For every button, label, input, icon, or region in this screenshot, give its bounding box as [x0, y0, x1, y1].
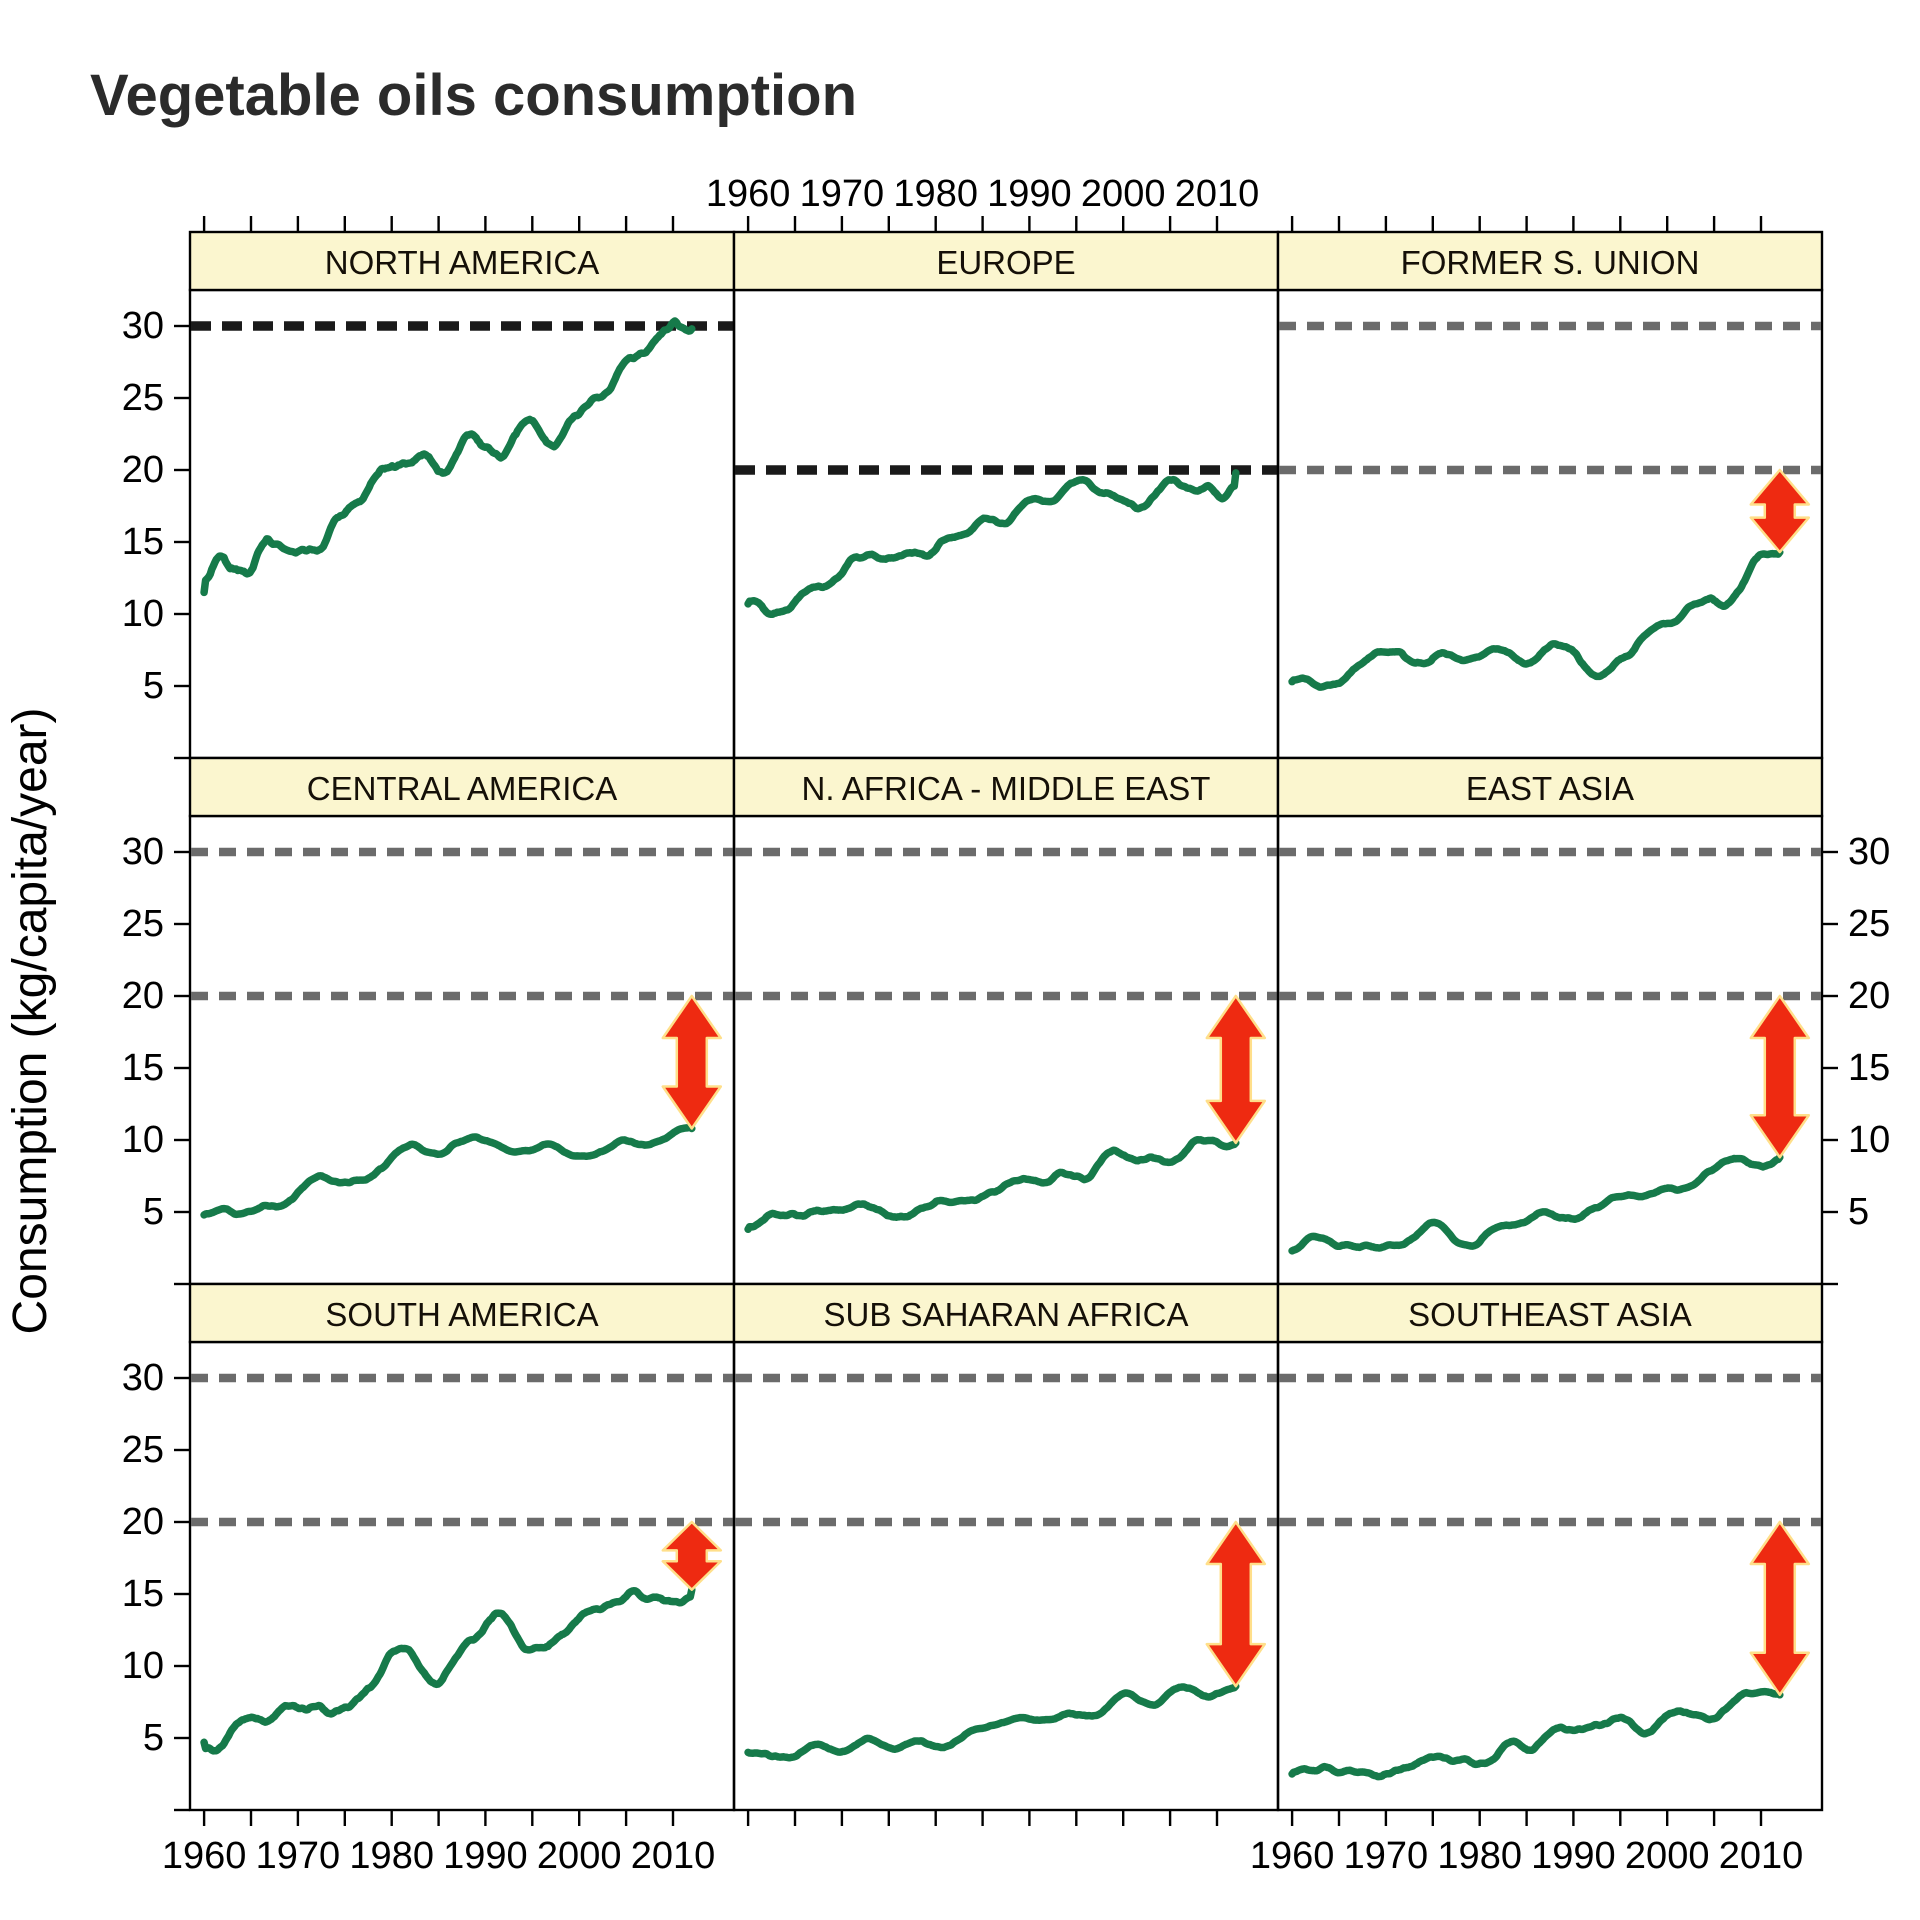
svg-text:5: 5 [143, 1191, 164, 1233]
svg-text:2000: 2000 [537, 1835, 622, 1877]
svg-text:15: 15 [122, 1047, 164, 1089]
svg-text:20: 20 [122, 449, 164, 491]
svg-text:CENTRAL AMERICA: CENTRAL AMERICA [307, 770, 618, 807]
svg-text:2000: 2000 [1625, 1835, 1710, 1877]
svg-text:2000: 2000 [1081, 173, 1166, 215]
svg-text:5: 5 [143, 1717, 164, 1759]
svg-text:Vegetable oils consumption: Vegetable oils consumption [90, 63, 857, 128]
svg-text:1980: 1980 [893, 173, 978, 215]
svg-text:SUB SAHARAN AFRICA: SUB SAHARAN AFRICA [824, 1296, 1189, 1333]
svg-text:10: 10 [1848, 1119, 1890, 1161]
svg-text:1960: 1960 [1250, 1835, 1335, 1877]
svg-text:NORTH AMERICA: NORTH AMERICA [325, 244, 599, 281]
svg-text:30: 30 [122, 1357, 164, 1399]
svg-text:1980: 1980 [349, 1835, 434, 1877]
svg-text:2010: 2010 [631, 1835, 716, 1877]
svg-text:N. AFRICA - MIDDLE EAST: N. AFRICA - MIDDLE EAST [802, 770, 1211, 807]
svg-text:1960: 1960 [162, 1835, 247, 1877]
svg-text:30: 30 [1848, 831, 1890, 873]
svg-text:15: 15 [122, 1573, 164, 1615]
svg-text:2010: 2010 [1175, 173, 1260, 215]
svg-text:30: 30 [122, 305, 164, 347]
svg-text:SOUTH AMERICA: SOUTH AMERICA [325, 1296, 598, 1333]
svg-text:5: 5 [1848, 1191, 1869, 1233]
svg-text:25: 25 [122, 903, 164, 945]
svg-text:10: 10 [122, 1119, 164, 1161]
svg-text:25: 25 [122, 377, 164, 419]
svg-text:FORMER S. UNION: FORMER S. UNION [1401, 244, 1700, 281]
svg-text:25: 25 [122, 1429, 164, 1471]
svg-text:10: 10 [122, 1645, 164, 1687]
svg-text:25: 25 [1848, 903, 1890, 945]
svg-text:20: 20 [122, 975, 164, 1017]
svg-text:EUROPE: EUROPE [936, 244, 1075, 281]
svg-text:1970: 1970 [1344, 1835, 1429, 1877]
svg-text:20: 20 [122, 1501, 164, 1543]
svg-text:SOUTHEAST ASIA: SOUTHEAST ASIA [1408, 1296, 1692, 1333]
svg-text:1970: 1970 [256, 1835, 341, 1877]
svg-text:Consumption (kg/capita/year): Consumption (kg/capita/year) [4, 708, 57, 1335]
svg-text:20: 20 [1848, 975, 1890, 1017]
svg-text:1960: 1960 [706, 173, 791, 215]
svg-text:10: 10 [122, 593, 164, 635]
svg-text:30: 30 [122, 831, 164, 873]
svg-text:15: 15 [1848, 1047, 1890, 1089]
svg-text:EAST ASIA: EAST ASIA [1466, 770, 1634, 807]
svg-text:1980: 1980 [1437, 1835, 1522, 1877]
svg-text:15: 15 [122, 521, 164, 563]
svg-text:1990: 1990 [1531, 1835, 1616, 1877]
svg-text:1990: 1990 [987, 173, 1072, 215]
svg-text:5: 5 [143, 665, 164, 707]
svg-text:1990: 1990 [443, 1835, 528, 1877]
svg-text:1970: 1970 [800, 173, 885, 215]
svg-text:2010: 2010 [1719, 1835, 1804, 1877]
